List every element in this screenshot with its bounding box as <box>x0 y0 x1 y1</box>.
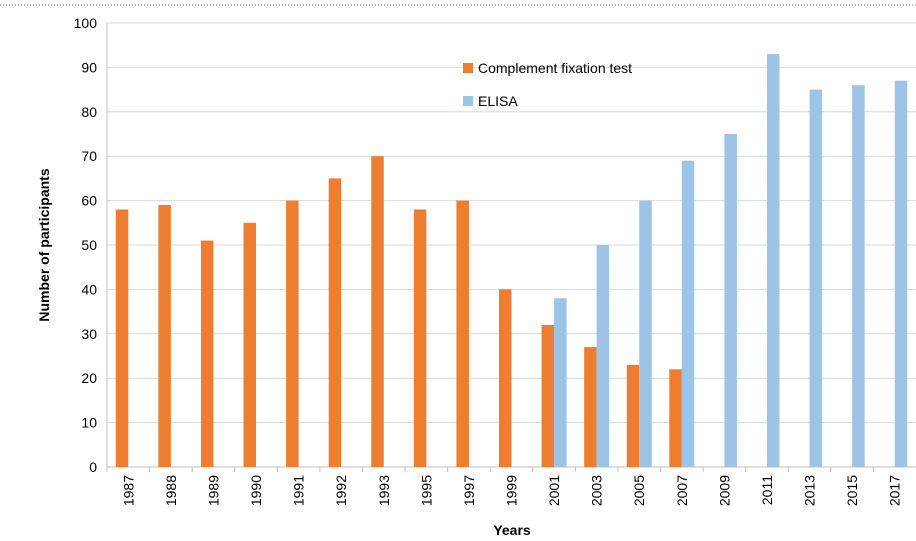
y-tick-label: 10 <box>81 415 97 431</box>
x-tick-label: 1995 <box>418 475 434 506</box>
bar <box>554 298 567 467</box>
y-tick-label: 20 <box>81 370 97 386</box>
bar <box>766 54 780 468</box>
legend-swatch <box>463 96 473 106</box>
y-tick-label: 100 <box>74 15 98 31</box>
bar <box>639 200 652 467</box>
x-tick-label: 2011 <box>759 475 775 505</box>
y-tick-label: 60 <box>81 193 97 209</box>
y-axis-title: Number of participants <box>36 168 52 321</box>
bar <box>243 222 257 467</box>
legend-label: Complement fixation test <box>478 60 632 76</box>
x-tick-label: 2003 <box>589 475 605 506</box>
x-tick-label: 1989 <box>205 475 221 506</box>
x-tick-label: 1991 <box>291 475 307 506</box>
x-tick-label: 2017 <box>887 475 903 506</box>
x-tick-label: 2013 <box>802 475 818 506</box>
bar <box>328 178 342 467</box>
bar <box>286 200 299 467</box>
legend-label: ELISA <box>478 93 518 109</box>
x-tick-label: 1992 <box>333 475 349 506</box>
bar <box>456 200 469 467</box>
bar <box>413 209 427 468</box>
x-tick-label: 1987 <box>120 475 136 506</box>
y-tick-label: 30 <box>81 326 97 342</box>
bar <box>852 85 865 467</box>
x-tick-label: 1993 <box>376 475 392 506</box>
x-tick-label: 2015 <box>844 475 860 506</box>
bar <box>541 324 555 467</box>
bar <box>669 369 682 467</box>
bar <box>681 160 695 467</box>
x-axis-title: Years <box>493 522 531 538</box>
bar <box>371 156 384 467</box>
y-tick-label: 70 <box>81 148 97 164</box>
bar <box>158 205 171 468</box>
y-tick-label: 50 <box>81 237 97 253</box>
y-tick-label: 40 <box>81 281 97 297</box>
bar <box>499 289 512 467</box>
bar <box>584 347 597 467</box>
bar <box>626 364 640 467</box>
x-tick-label: 2005 <box>631 475 647 506</box>
x-tick-label: 2009 <box>716 475 732 506</box>
x-tick-label: 1990 <box>248 475 264 506</box>
x-tick-label: 1997 <box>461 475 477 506</box>
bar <box>724 134 737 467</box>
y-tick-label: 90 <box>81 59 97 75</box>
bar <box>115 209 129 468</box>
x-tick-label: 2001 <box>546 475 562 506</box>
x-tick-label: 1999 <box>504 475 520 506</box>
legend-swatch <box>463 63 473 73</box>
y-tick-label: 80 <box>81 104 97 120</box>
bar <box>200 240 214 467</box>
bar <box>894 80 908 467</box>
bar <box>596 245 610 467</box>
bar <box>809 89 823 467</box>
x-tick-label: 1988 <box>163 475 179 506</box>
x-tick-label: 2007 <box>674 475 690 506</box>
y-tick-label: 0 <box>89 459 97 475</box>
